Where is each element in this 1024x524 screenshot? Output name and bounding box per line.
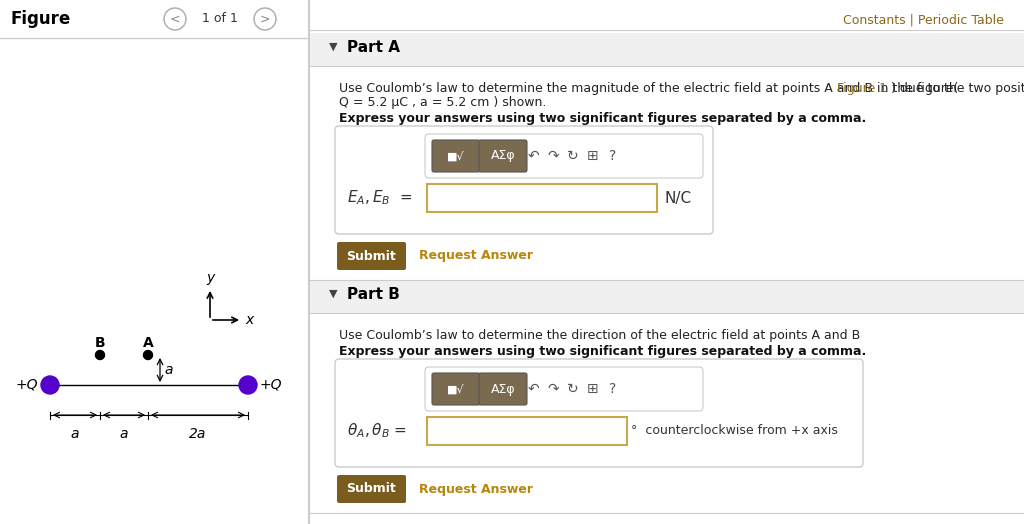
Text: y: y — [206, 271, 214, 285]
Circle shape — [254, 8, 276, 30]
Text: a: a — [71, 427, 79, 441]
FancyBboxPatch shape — [425, 367, 703, 411]
Text: ?: ? — [609, 382, 616, 396]
Text: ↻: ↻ — [567, 382, 579, 396]
FancyBboxPatch shape — [425, 134, 703, 178]
Text: ?: ? — [609, 149, 616, 163]
Text: °  counterclockwise from +x axis: ° counterclockwise from +x axis — [631, 424, 838, 438]
Bar — [427, 184, 657, 212]
Text: ▼: ▼ — [329, 289, 338, 299]
Circle shape — [41, 376, 59, 394]
Text: ⊞: ⊞ — [587, 149, 599, 163]
Text: $\theta_A, \theta_B$ =: $\theta_A, \theta_B$ = — [347, 422, 407, 440]
Text: Use Coulomb’s law to determine the direction of the electric field at points A a: Use Coulomb’s law to determine the direc… — [339, 329, 860, 342]
Bar — [0, 0, 309, 524]
Text: Request Answer: Request Answer — [419, 483, 534, 496]
Text: >: > — [260, 13, 270, 26]
Text: Request Answer: Request Answer — [419, 249, 534, 263]
Circle shape — [239, 376, 257, 394]
Text: Figure 1: Figure 1 — [837, 82, 887, 95]
Bar — [309, 33, 1024, 66]
Text: ▼: ▼ — [329, 42, 338, 52]
FancyBboxPatch shape — [432, 140, 480, 172]
Text: Figure: Figure — [10, 10, 71, 28]
Text: AΣφ: AΣφ — [490, 383, 515, 396]
Text: Submit: Submit — [346, 483, 396, 496]
Text: Use Coulomb’s law to determine the magnitude of the electric field at points A a: Use Coulomb’s law to determine the magni… — [339, 82, 958, 95]
Text: Part B: Part B — [347, 287, 400, 302]
Text: Q = 5.2 μC , a = 5.2 cm ) shown.: Q = 5.2 μC , a = 5.2 cm ) shown. — [339, 96, 547, 109]
Bar — [309, 0, 1024, 524]
Text: Constants | Periodic Table: Constants | Periodic Table — [843, 14, 1004, 27]
FancyBboxPatch shape — [335, 359, 863, 467]
Text: ↶: ↶ — [527, 149, 539, 163]
Text: a: a — [164, 363, 172, 377]
Circle shape — [95, 351, 104, 359]
Text: <: < — [170, 13, 180, 26]
Text: 2a: 2a — [189, 427, 207, 441]
Text: ⊞: ⊞ — [587, 382, 599, 396]
Text: $E_A, E_B$  =: $E_A, E_B$ = — [347, 189, 413, 208]
Text: ↷: ↷ — [547, 382, 559, 396]
Bar — [309, 280, 1024, 313]
Text: ■√: ■√ — [447, 151, 465, 161]
Circle shape — [164, 8, 186, 30]
Text: x: x — [245, 313, 253, 327]
Text: B: B — [94, 336, 105, 350]
Text: +Q: +Q — [260, 378, 283, 392]
Text: ↻: ↻ — [567, 149, 579, 163]
Text: ■√: ■√ — [447, 384, 465, 394]
FancyBboxPatch shape — [335, 126, 713, 234]
Text: ↷: ↷ — [547, 149, 559, 163]
FancyBboxPatch shape — [337, 242, 406, 270]
Text: Express your answers using two significant figures separated by a comma.: Express your answers using two significa… — [339, 112, 866, 125]
Text: +Q: +Q — [15, 378, 38, 392]
Text: A: A — [142, 336, 154, 350]
FancyBboxPatch shape — [479, 140, 527, 172]
Bar — [427, 417, 627, 445]
Text: a: a — [120, 427, 128, 441]
Text: Part A: Part A — [347, 40, 400, 55]
Text: N/C: N/C — [665, 191, 692, 205]
Circle shape — [143, 351, 153, 359]
Text: Express your answers using two significant figures separated by a comma.: Express your answers using two significa… — [339, 345, 866, 358]
Text: ↶: ↶ — [527, 382, 539, 396]
FancyBboxPatch shape — [337, 475, 406, 503]
FancyBboxPatch shape — [479, 373, 527, 405]
Text: 1 of 1: 1 of 1 — [202, 13, 238, 26]
Bar — [0, 0, 309, 38]
Text: Submit: Submit — [346, 249, 396, 263]
Text: ) due to the two positive charges (: ) due to the two positive charges ( — [891, 82, 1024, 95]
Text: AΣφ: AΣφ — [490, 149, 515, 162]
FancyBboxPatch shape — [432, 373, 480, 405]
